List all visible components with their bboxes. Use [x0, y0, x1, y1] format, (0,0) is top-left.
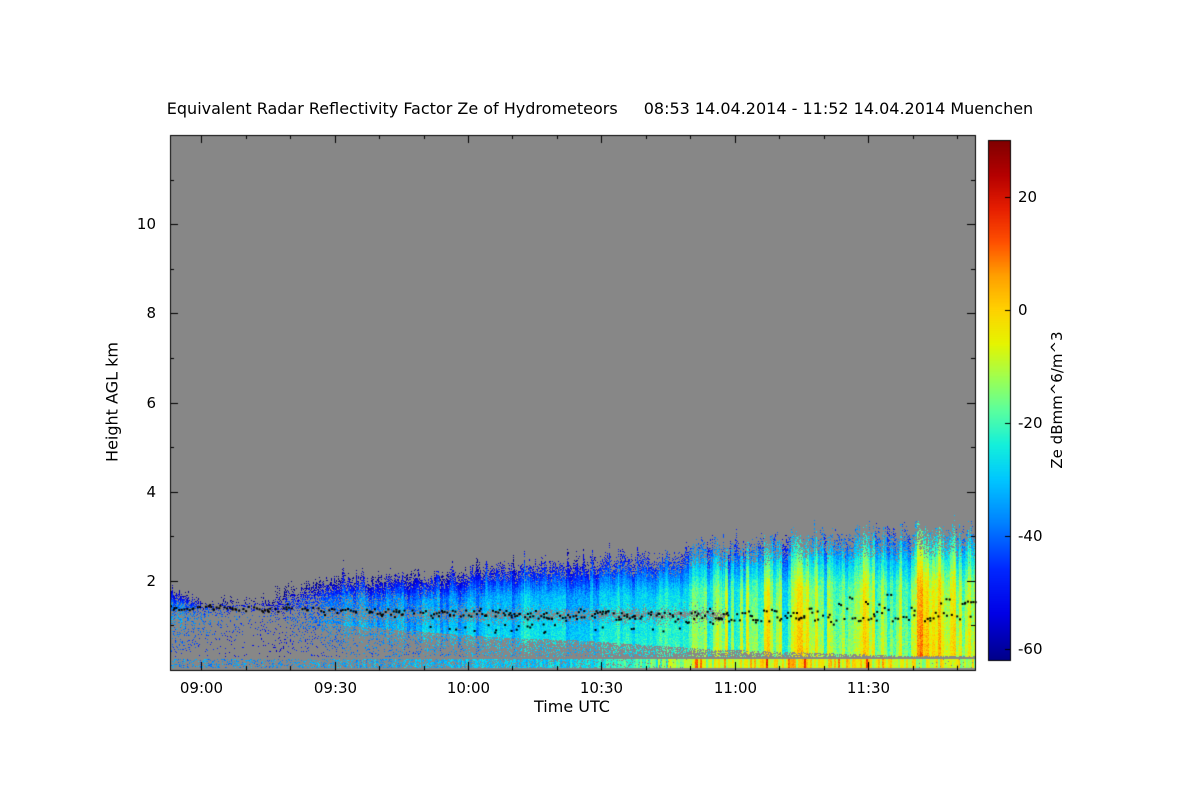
- y-tick-label: 8: [146, 303, 156, 322]
- x-tick-label: 09:30: [313, 679, 358, 697]
- y-tick-label: 10: [136, 214, 156, 233]
- colorbar-tick-label: 0: [1018, 300, 1028, 319]
- colorbar-tick-label: -40: [1018, 526, 1043, 545]
- y-tick-label: 2: [146, 571, 156, 590]
- x-tick-label: 11:00: [713, 679, 758, 697]
- x-tick-label: 10:30: [579, 679, 624, 697]
- chart-title: Equivalent Radar Reflectivity Factor Ze …: [0, 99, 1200, 118]
- colorbar-tick-label: -60: [1018, 639, 1043, 658]
- x-tick-label: 10:00: [446, 679, 491, 697]
- x-tick-label: 11:30: [846, 679, 891, 697]
- y-tick-label: 6: [146, 393, 156, 412]
- chart-title-main: Equivalent Radar Reflectivity Factor Ze …: [166, 99, 618, 118]
- x-tick-label: 09:00: [179, 679, 224, 697]
- chart-title-period: 08:53 14.04.2014 - 11:52 14.04.2014 Muen…: [643, 99, 1034, 118]
- colorbar-tick-label: -20: [1018, 413, 1043, 432]
- colorbar-tick-label: 20: [1018, 187, 1038, 206]
- colorbar-label: Ze dBmm^6/m^3: [1048, 331, 1066, 469]
- y-tick-label: 4: [146, 482, 156, 501]
- x-axis-label: Time UTC: [534, 697, 610, 716]
